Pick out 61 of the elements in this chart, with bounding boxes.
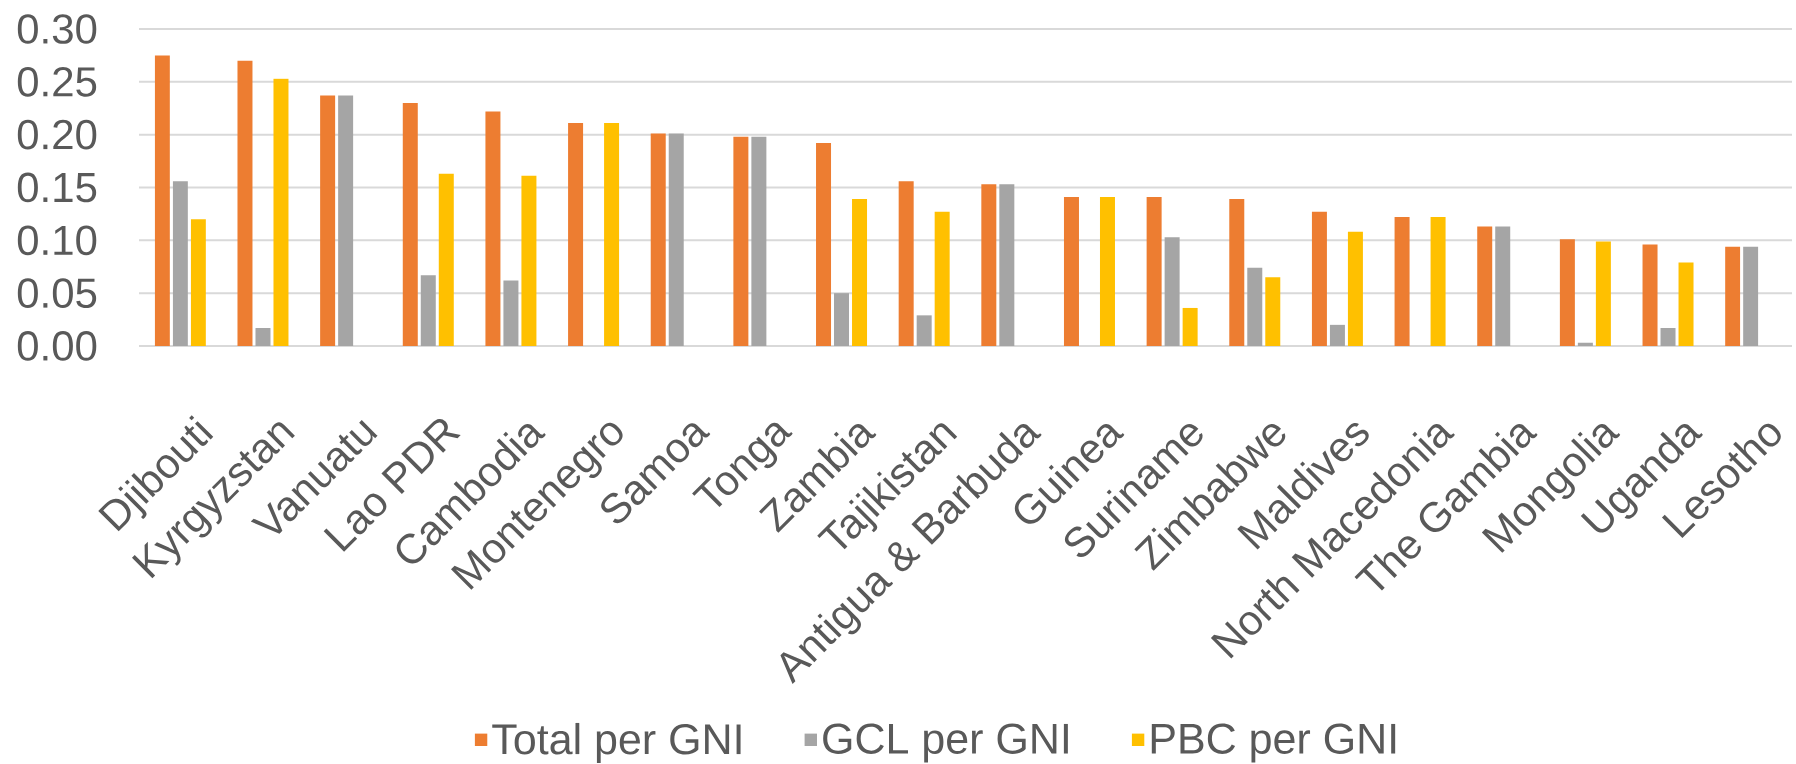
bar [503, 280, 519, 346]
bar [751, 136, 767, 346]
bar [485, 111, 501, 346]
y-tick-label: 0.15 [17, 172, 97, 203]
bar [1394, 217, 1410, 346]
bar [438, 173, 454, 346]
y-tick-label: 0.00 [17, 331, 97, 361]
bar [1311, 211, 1327, 346]
bar [604, 123, 620, 346]
bar [420, 275, 436, 346]
bar [916, 315, 932, 346]
bar [1477, 226, 1493, 346]
bar [402, 102, 418, 346]
bar [981, 184, 997, 346]
bar [1642, 244, 1658, 346]
bar [237, 60, 253, 346]
y-tick-label: 0.05 [17, 278, 97, 309]
bar [521, 175, 537, 346]
bar [190, 219, 206, 346]
bar [834, 293, 850, 346]
bar [568, 123, 584, 346]
bar [1660, 328, 1676, 346]
bar [255, 328, 271, 346]
legend-label: Total per GNI [492, 722, 741, 764]
bar [668, 133, 684, 346]
bar [650, 133, 666, 346]
bar [1099, 197, 1115, 346]
bar [1495, 226, 1511, 346]
bar [1595, 241, 1611, 346]
y-tick-label: 0.30 [17, 14, 97, 44]
y-tick-label: 0.10 [17, 225, 97, 256]
bar [1265, 277, 1281, 346]
bar [999, 184, 1015, 346]
bar [1559, 239, 1575, 346]
bar [320, 95, 336, 346]
bar [733, 136, 749, 346]
bar [154, 55, 170, 346]
bar [1743, 246, 1759, 346]
bar [172, 181, 188, 346]
legend-label: GCL per GNI [823, 723, 1068, 763]
bar [898, 181, 914, 346]
bar [1347, 231, 1363, 346]
bar [1430, 217, 1446, 346]
bar [1725, 246, 1741, 346]
bar [852, 199, 868, 346]
bar [1146, 197, 1162, 346]
bar [1182, 307, 1198, 346]
bar [338, 95, 354, 346]
y-tick-label: 0.25 [17, 66, 97, 97]
bar [1229, 199, 1245, 346]
legend-label: PBC per GNI [1151, 723, 1396, 763]
bar [1329, 324, 1345, 346]
bar [934, 211, 950, 346]
bar [1164, 237, 1180, 346]
bar [816, 143, 832, 346]
y-tick-label: 0.20 [17, 119, 97, 150]
bar [1063, 197, 1079, 346]
bar [273, 78, 289, 346]
bar [1247, 267, 1263, 346]
bar [1577, 342, 1593, 346]
bar [1678, 262, 1694, 346]
